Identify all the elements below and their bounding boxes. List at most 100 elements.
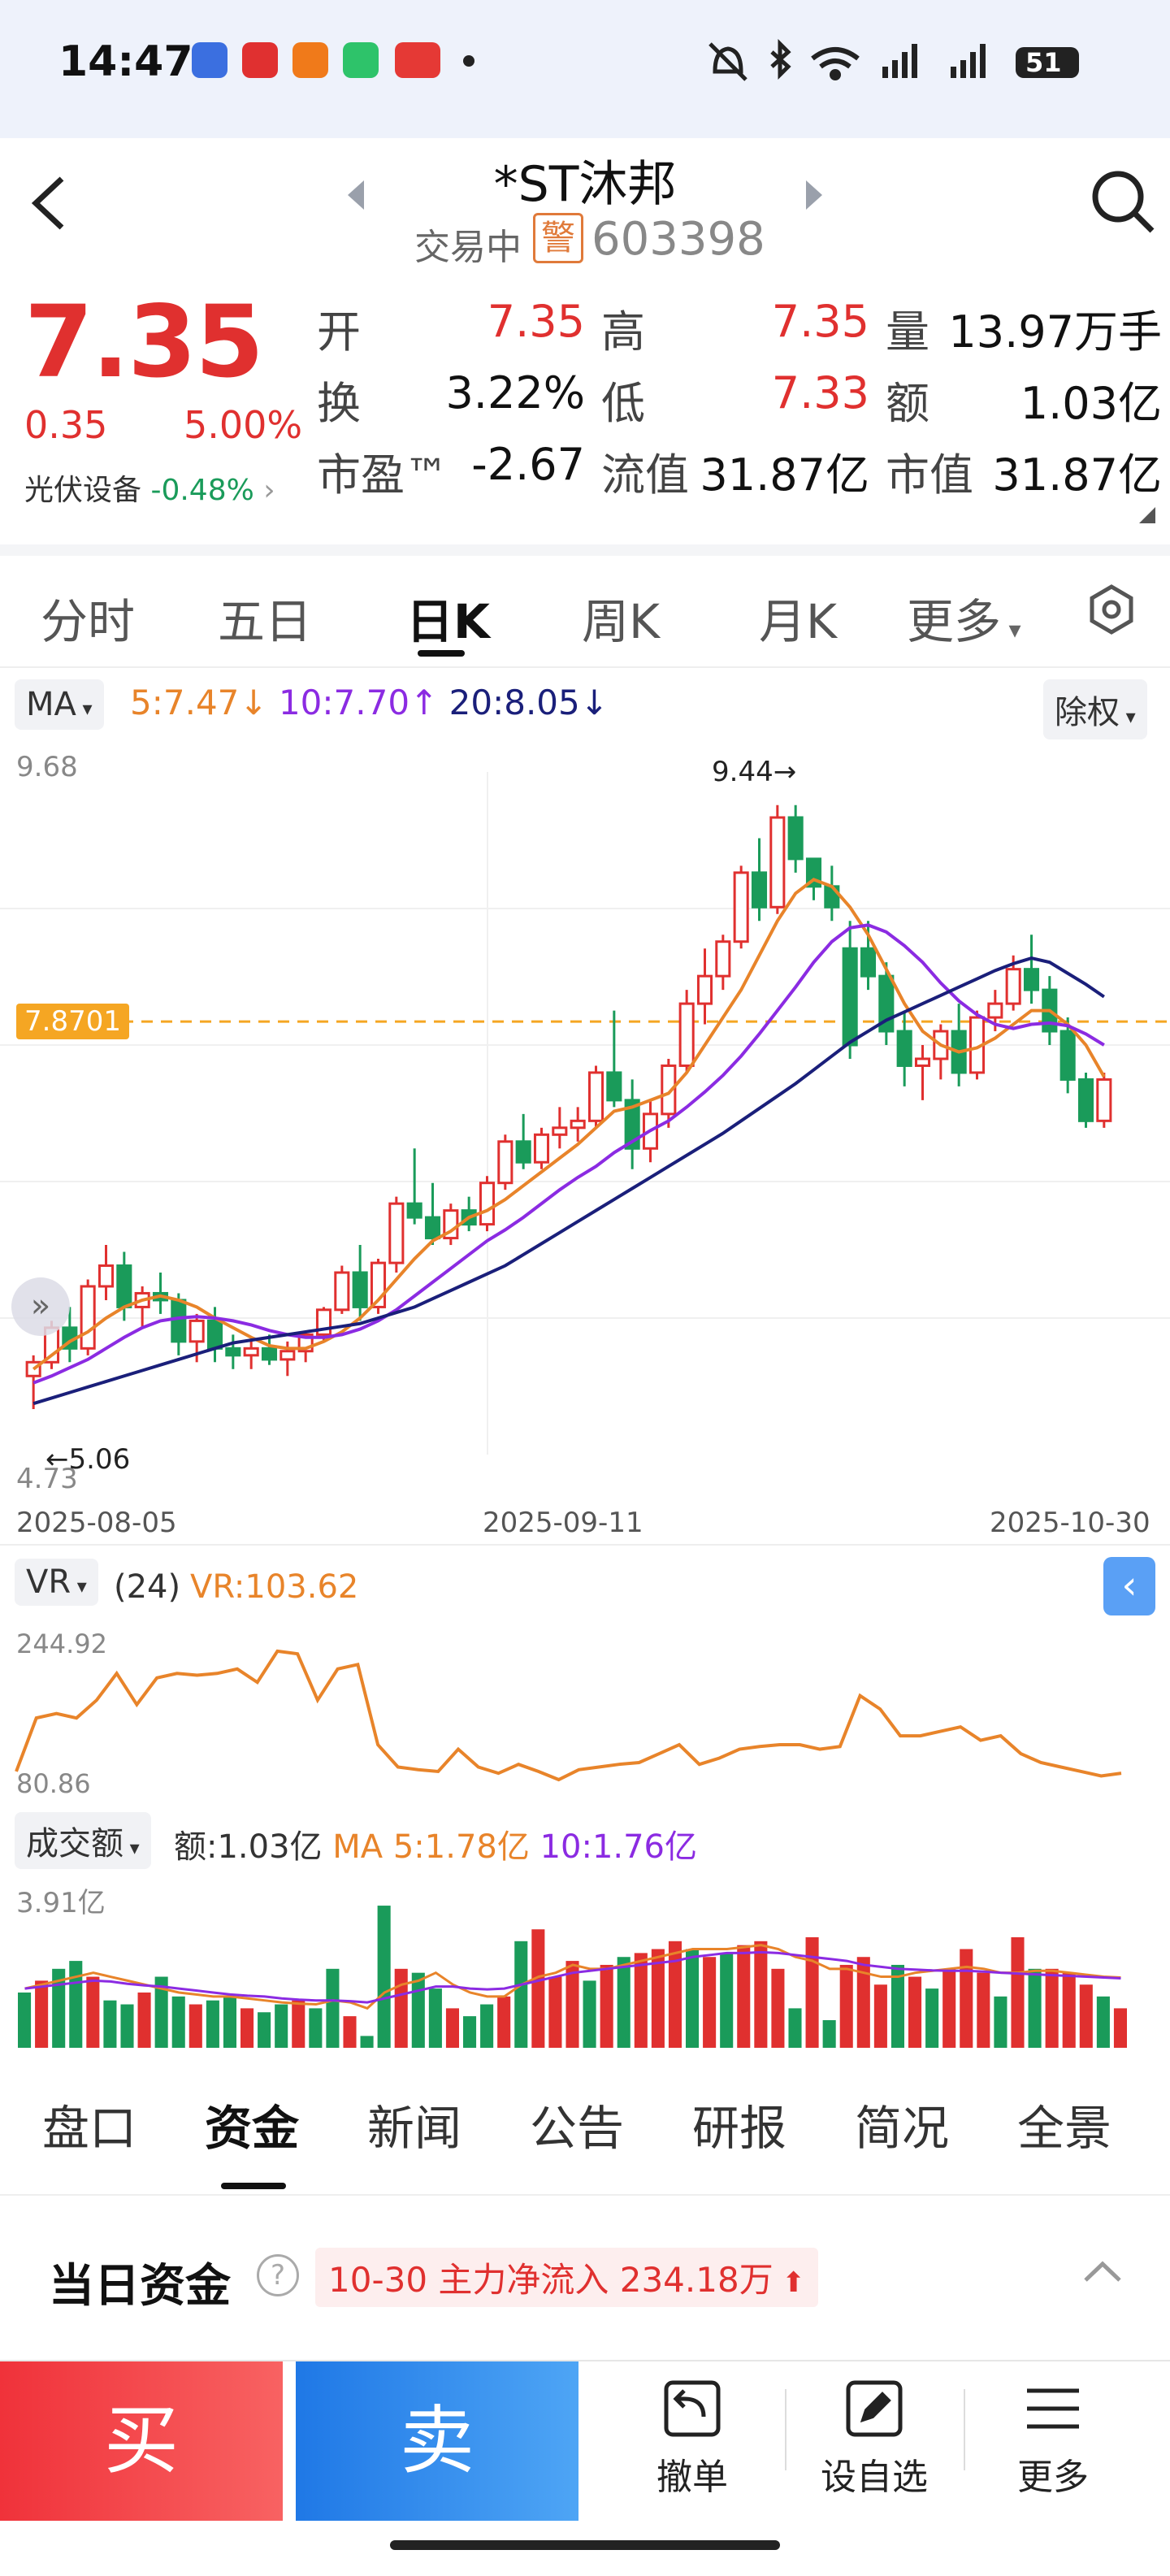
stat-value: 7.35 [487, 296, 585, 347]
candle-body [406, 1202, 422, 1219]
candle-body [1060, 1030, 1076, 1081]
turnover-bar [890, 1964, 904, 2048]
turnover-bar [942, 1968, 956, 2048]
tab-news[interactable]: 新闻 [367, 2101, 462, 2156]
tab-order-book[interactable]: 盘口 [42, 2101, 137, 2156]
turnover-bar [1062, 1972, 1076, 2048]
turnover-bar [188, 2004, 202, 2048]
candle-body [479, 1182, 496, 1226]
tab-overview[interactable]: 全景 [1017, 2101, 1112, 2156]
turnover-bar [634, 1953, 648, 2048]
tab-funds[interactable]: 资金 [205, 2101, 300, 2156]
turnover-bar [86, 1976, 100, 2048]
stock-code: 603398 [592, 213, 765, 266]
turnover-bar [771, 1968, 785, 2048]
vr-value: VR:103.62 [190, 1568, 359, 1606]
turnover-bar [445, 2008, 459, 2048]
turnover-bar [258, 2012, 271, 2048]
collapse-panel-icon[interactable]: ‹ [1103, 1557, 1155, 1615]
candle-body [280, 1350, 296, 1361]
cancel-order-button[interactable]: 撤单 [611, 2376, 774, 2522]
tab-research[interactable]: 研报 [692, 2101, 787, 2156]
buy-button[interactable]: 买 [0, 2361, 283, 2521]
candle-body [334, 1271, 350, 1312]
vr-selector-label: VR [26, 1563, 72, 1601]
battery-icon [1016, 47, 1079, 78]
turnover-bar [514, 1941, 528, 2048]
prev-stock-icon[interactable] [344, 177, 367, 213]
sell-button[interactable]: 卖 [296, 2361, 578, 2521]
sector-change: -0.48% [150, 474, 254, 507]
adjust-label: 除权 [1055, 694, 1120, 731]
candle-body [243, 1347, 259, 1357]
turnover-selector[interactable]: 成交额 ▾ [15, 1812, 151, 1869]
y-max-label: 9.68 [16, 751, 78, 783]
stat-value: 31.87亿 [700, 449, 869, 501]
collapse-up-icon[interactable] [1082, 2259, 1123, 2283]
turnover-bar [1011, 1936, 1025, 2048]
ma-selector[interactable]: MA ▾ [15, 679, 104, 730]
turnover-bar [275, 2004, 288, 2048]
turnover_ma10-line [24, 1950, 1121, 2004]
vr-line [15, 1649, 1122, 1782]
expand-corner-icon[interactable] [1138, 505, 1157, 525]
turnover-y-max: 3.91亿 [16, 1887, 106, 1919]
vr-period: (24) [114, 1568, 181, 1606]
back-icon[interactable] [24, 171, 73, 236]
candle-body [533, 1133, 550, 1164]
caret-down-icon: ▾ [124, 1837, 140, 1859]
turnover-bar [309, 2008, 323, 2048]
tab-announcements[interactable]: 公告 [530, 2101, 625, 2156]
tab-intraday[interactable]: 分时 [41, 594, 136, 649]
tab-monthly-k[interactable]: 月K [759, 594, 838, 649]
add-watchlist-button[interactable]: 设自选 [793, 2376, 956, 2522]
turnover-bar [668, 1941, 682, 2048]
signal-5g-2-icon [951, 44, 986, 78]
chart-settings-icon[interactable] [1086, 583, 1138, 635]
tab-weekly-k[interactable]: 周K [582, 594, 661, 649]
mute-icon [708, 42, 748, 81]
candle-body [624, 1099, 640, 1150]
bluetooth-icon [770, 39, 791, 80]
expand-panel-icon[interactable]: » [11, 1277, 70, 1336]
turnover-bar [873, 1984, 887, 2048]
candle-body [552, 1126, 568, 1136]
wifi-icon [811, 47, 860, 80]
turnover-bar [137, 1992, 151, 2048]
stat-value: -2.67 [471, 439, 585, 490]
status-time: 14:47 [58, 37, 193, 86]
tab-profile[interactable]: 简况 [855, 2101, 950, 2156]
turnover-bar [994, 1996, 1008, 2048]
turnover-bar [651, 1949, 665, 2048]
turnover-bar [223, 1996, 236, 2048]
turnover-bar [839, 1964, 853, 2048]
turnover-bar [154, 1976, 168, 2048]
kline-chart[interactable] [0, 739, 1170, 1544]
arrow-down-icon: ↓ [239, 683, 268, 722]
more-actions-button[interactable]: 更多 [972, 2376, 1134, 2522]
search-icon[interactable] [1089, 167, 1157, 236]
sector-link[interactable]: 光伏设备 -0.48% › [24, 466, 275, 509]
next-stock-icon[interactable] [803, 177, 826, 213]
tab-five-day[interactable]: 五日 [218, 594, 313, 649]
candle-body [733, 871, 749, 943]
tab-daily-k[interactable]: 日K [406, 594, 490, 649]
vr-selector[interactable]: VR ▾ [15, 1559, 98, 1606]
baidu-pay-app-icon [242, 42, 278, 78]
turnover-bar [1079, 1984, 1093, 2048]
price-change: 0.35 [24, 403, 108, 447]
tab-more[interactable]: 更多 ▾ [907, 583, 1021, 652]
turnover-bar [720, 1953, 734, 2048]
candle-body [171, 1299, 187, 1343]
undo-icon [664, 2380, 721, 2437]
candle-body [896, 1030, 912, 1067]
warning-badge: 警 [533, 213, 583, 263]
fund-title: 当日资金 [49, 2260, 231, 2313]
turnover-bar [754, 1941, 768, 2048]
turnover-values: 额:1.03亿 MA 5:1.78亿 10:1.76亿 [174, 1820, 697, 1867]
help-icon[interactable]: ? [257, 2254, 299, 2296]
action-divider [785, 2389, 786, 2470]
adjust-selector[interactable]: 除权 ▾ [1043, 679, 1147, 739]
quote-stats: 开 7.35 高 7.35 量 13.97万手换 3.22% 低 7.33 额 1.03亿 市盈™ -2… [317, 296, 1162, 515]
stat-label: 额 [886, 378, 930, 429]
